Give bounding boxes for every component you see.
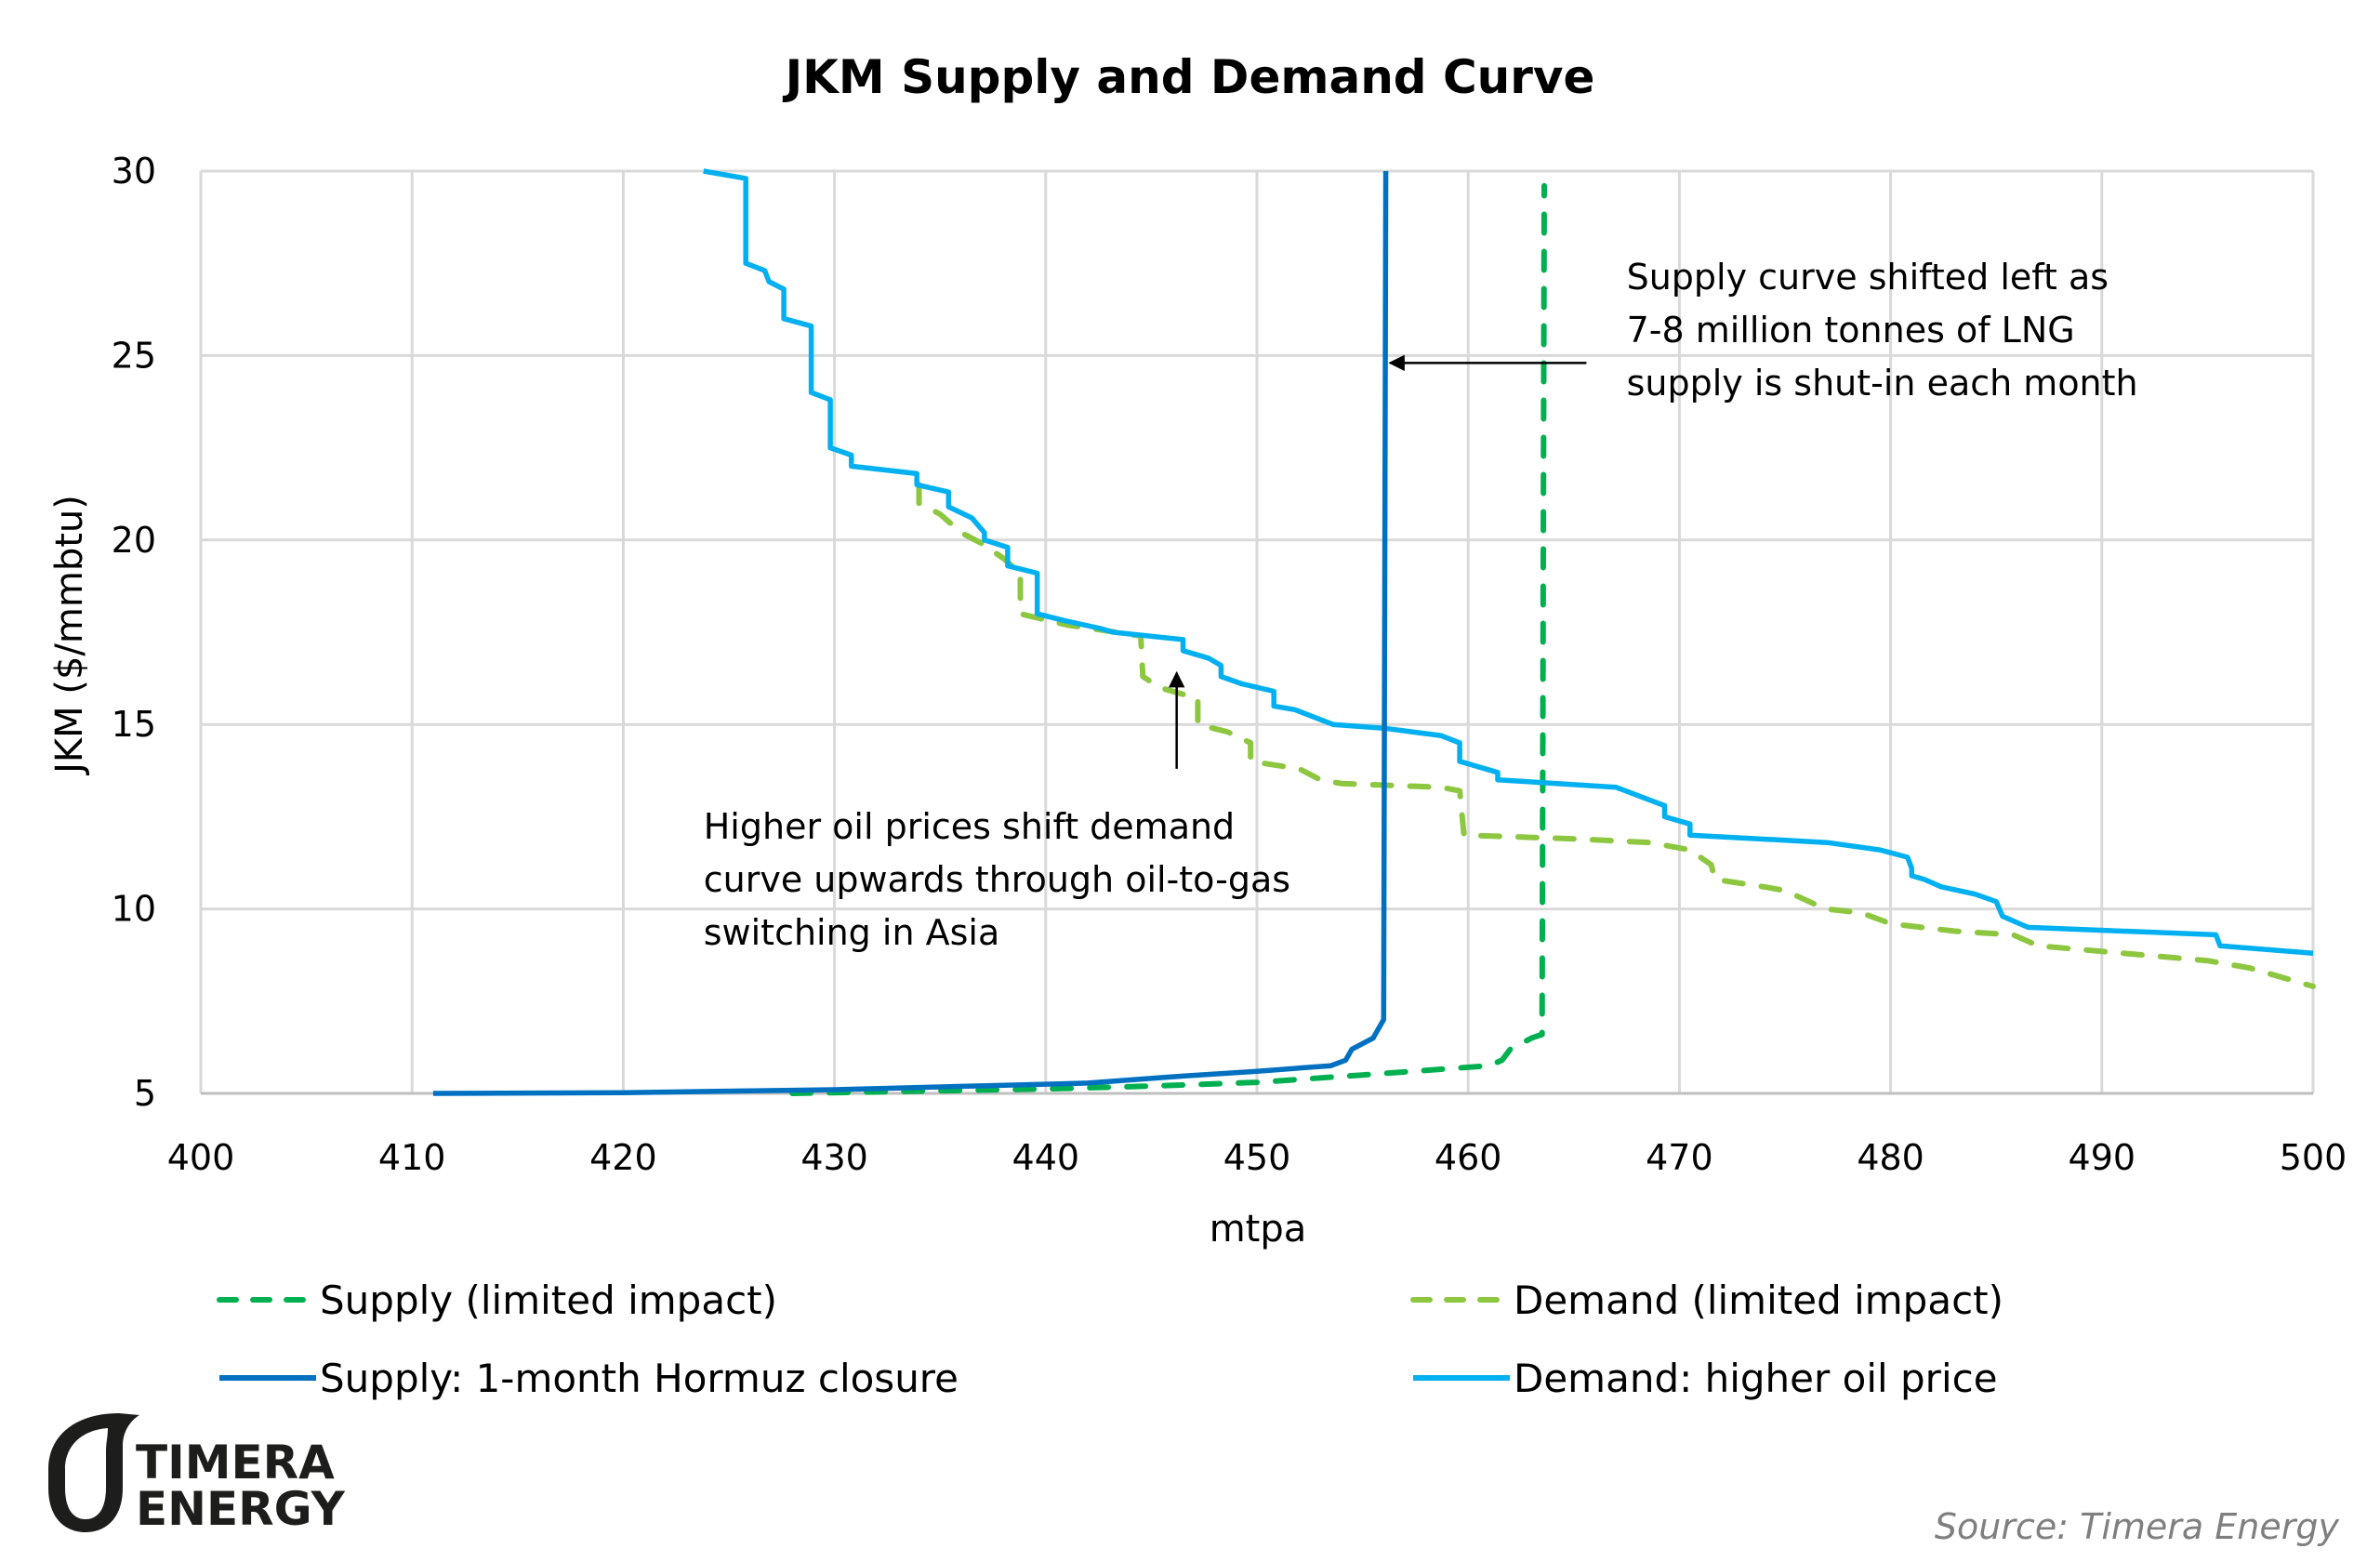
- x-axis-ticks: 400 410 420 430 440 450 460 470 480 490 500: [167, 1137, 2347, 1178]
- chart-title: JKM Supply and Demand Curve: [783, 50, 1595, 104]
- x-tick-label: 460: [1435, 1137, 1502, 1178]
- annotation-supply-shift: Supply curve shifted left as 7-8 million …: [1388, 257, 2138, 404]
- x-tick-label: 480: [1857, 1137, 1924, 1178]
- series-lines: [432, 168, 2316, 1096]
- legend-item-demand-limited-impact: Demand (limited impact): [1410, 1277, 2003, 1323]
- x-axis-label: mtpa: [1210, 1208, 1307, 1251]
- y-tick-label: 25: [112, 335, 156, 376]
- annotation-text: Higher oil prices shift demand: [704, 806, 1235, 847]
- series-line-supply-1-month-hormuz-closure: [432, 170, 1389, 1096]
- y-axis-ticks: 5 10 15 20 25 30: [112, 151, 156, 1114]
- y-tick-label: 10: [112, 889, 156, 930]
- logo-text-energy: ENERGY: [136, 1482, 346, 1536]
- legend-label: Supply: 1-month Hormuz closure: [320, 1356, 959, 1401]
- y-tick-label: 30: [112, 151, 156, 192]
- y-tick-label: 20: [112, 520, 156, 561]
- annotations: Supply curve shifted left as 7-8 million …: [704, 257, 2138, 953]
- x-tick-label: 420: [589, 1137, 657, 1178]
- legend: Supply (limited impact) Demand (limited i…: [217, 1277, 2003, 1401]
- annotation-demand-shift: Higher oil prices shift demand curve upwa…: [704, 670, 1290, 953]
- y-axis-label: JKM ($/mmbtu): [48, 495, 91, 776]
- legend-label: Supply (limited impact): [320, 1277, 777, 1323]
- x-tick-label: 410: [378, 1137, 446, 1178]
- x-tick-label: 450: [1223, 1137, 1291, 1178]
- logo-mark-icon: [48, 1413, 139, 1532]
- legend-label: Demand: higher oil price: [1514, 1356, 1998, 1401]
- legend-label: Demand (limited impact): [1514, 1277, 2003, 1323]
- source-note: Source: Timera Energy: [1935, 1506, 2340, 1547]
- logo-text-timera: TIMERA: [136, 1436, 335, 1489]
- x-tick-label: 490: [2069, 1137, 2136, 1178]
- series-line-supply-limited-impact: [789, 182, 1547, 1096]
- series-line-demand-limited-impact: [916, 482, 2316, 989]
- annotation-text: 7-8 million tonnes of LNG: [1627, 310, 2075, 351]
- legend-item-supply-limited-impact: Supply (limited impact): [217, 1277, 777, 1323]
- x-tick-label: 440: [1012, 1137, 1080, 1178]
- timera-logo: TIMERA ENERGY: [48, 1413, 346, 1536]
- y-tick-label: 5: [134, 1073, 156, 1114]
- x-tick-label: 470: [1646, 1137, 1713, 1178]
- series-line-demand-higher-oil-price: [703, 168, 2314, 956]
- legend-item-supply-1-month-hormuz-closure: Supply: 1-month Hormuz closure: [219, 1356, 959, 1401]
- annotation-text: supply is shut-in each month: [1627, 363, 2138, 404]
- legend-item-demand-higher-oil-price: Demand: higher oil price: [1413, 1356, 1998, 1401]
- y-tick-label: 15: [112, 704, 156, 745]
- x-tick-label: 500: [2280, 1137, 2347, 1178]
- annotation-text: curve upwards through oil-to-gas: [704, 859, 1290, 900]
- annotation-text: switching in Asia: [704, 912, 1000, 953]
- annotation-text: Supply curve shifted left as: [1627, 257, 2109, 298]
- x-tick-label: 400: [167, 1137, 235, 1178]
- x-tick-label: 430: [800, 1137, 868, 1178]
